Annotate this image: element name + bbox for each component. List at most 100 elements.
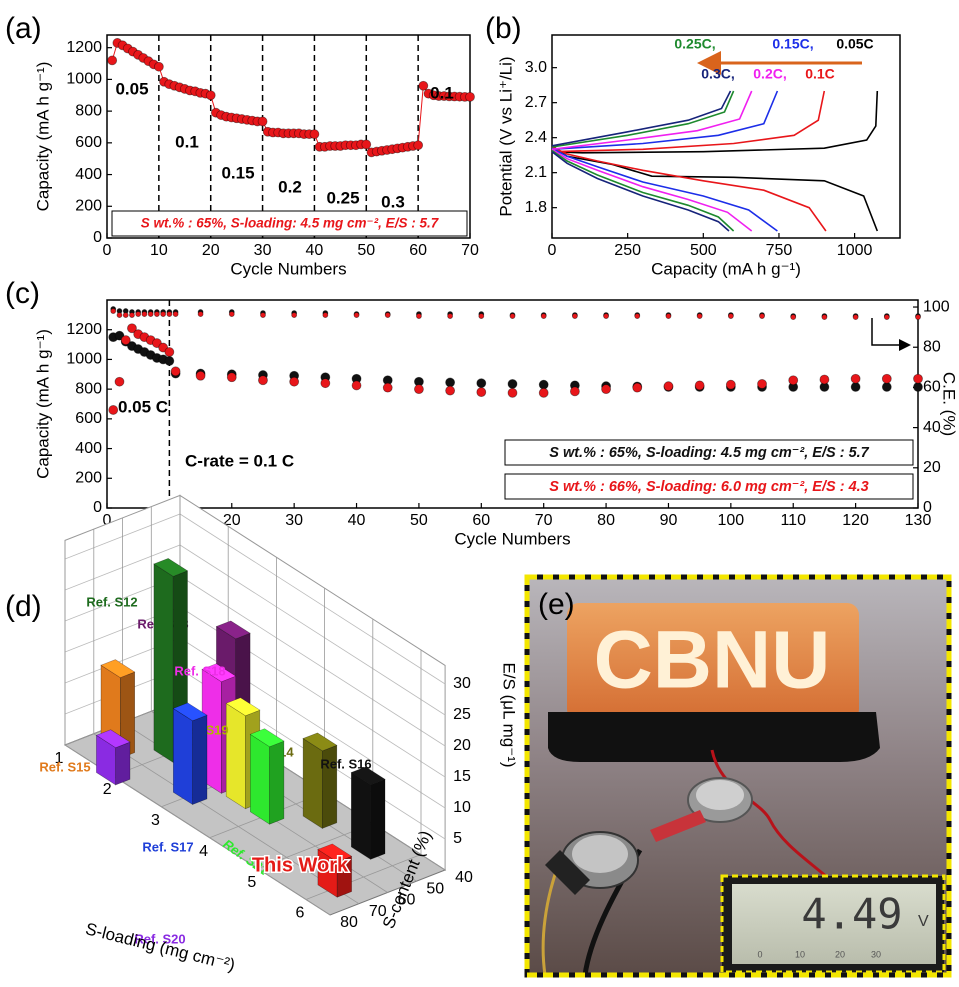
annotation: 0.05 C bbox=[118, 397, 168, 416]
series-line bbox=[551, 90, 735, 232]
point bbox=[205, 90, 216, 101]
plot-frame bbox=[106, 34, 471, 239]
x-tick-label: 50 bbox=[357, 242, 375, 259]
y2-tick-label: 20 bbox=[923, 459, 941, 476]
panel-label: (d) bbox=[5, 590, 42, 623]
bar-top bbox=[95, 729, 131, 749]
x-tick-label: 3 bbox=[151, 812, 160, 829]
info-text: S wt.% : 65%, S-loading: 4.5 mg cm⁻², E/… bbox=[141, 216, 440, 231]
sign-base bbox=[548, 712, 880, 762]
point bbox=[154, 311, 160, 317]
bar-label: Ref. S12 bbox=[86, 594, 137, 609]
bar-front bbox=[225, 702, 246, 810]
bar-front bbox=[350, 771, 371, 860]
y-axis-title: Capacity (mA h g⁻¹) bbox=[33, 62, 52, 212]
point bbox=[258, 375, 268, 386]
y-tick-label: 2.7 bbox=[525, 94, 547, 111]
point bbox=[538, 379, 549, 390]
clip bbox=[545, 850, 590, 895]
x-axis-title: Cycle Numbers bbox=[230, 259, 346, 278]
x-tick-label: 90 bbox=[660, 512, 678, 529]
annotation: C-rate = 0.1 C bbox=[185, 451, 294, 470]
bar-label: Ref. S17 bbox=[142, 839, 193, 854]
z-tick-label: 20 bbox=[453, 737, 471, 754]
point bbox=[465, 91, 475, 102]
x-axis-title: Cycle Numbers bbox=[454, 529, 570, 548]
y2-tick-label: 40 bbox=[923, 419, 941, 436]
bar-top bbox=[215, 620, 251, 640]
z-tick-label: 10 bbox=[453, 799, 471, 816]
bar-front bbox=[302, 737, 323, 829]
x-tick-label: 60 bbox=[472, 512, 490, 529]
y-tick-label: 80 bbox=[340, 914, 358, 931]
point bbox=[883, 314, 890, 320]
point bbox=[915, 314, 921, 320]
point bbox=[260, 312, 266, 318]
point bbox=[569, 386, 580, 397]
point bbox=[382, 382, 393, 393]
grid-line bbox=[93, 529, 360, 905]
point bbox=[120, 335, 131, 346]
point bbox=[821, 314, 828, 320]
series-line bbox=[551, 90, 827, 232]
bar-top bbox=[100, 659, 136, 678]
y-tick-label: 60 bbox=[398, 892, 416, 909]
y-tick-label: 50 bbox=[426, 880, 444, 897]
y-tick-label: 400 bbox=[75, 440, 102, 457]
y-tick-label: 600 bbox=[75, 410, 102, 427]
point bbox=[414, 384, 424, 395]
y-tick-label: 0 bbox=[93, 229, 102, 246]
x-axis-title: Capacity (mA h g⁻¹) bbox=[651, 259, 801, 278]
x-tick-label: 6 bbox=[296, 905, 305, 922]
annotation: 0.1 bbox=[175, 132, 199, 151]
z-axis-title: E/S (μL mg⁻¹) bbox=[500, 662, 519, 767]
point bbox=[320, 378, 331, 389]
y2-tick-label: 100 bbox=[923, 298, 950, 315]
bar-top bbox=[249, 728, 285, 748]
bar-side bbox=[192, 714, 208, 805]
bar-side bbox=[370, 778, 386, 860]
x-tick-label: 2 bbox=[103, 781, 112, 798]
photo-border bbox=[524, 574, 952, 978]
point bbox=[135, 311, 142, 317]
clip bbox=[650, 810, 706, 842]
y2-tick-label: 80 bbox=[923, 338, 941, 355]
point bbox=[418, 80, 429, 91]
point bbox=[509, 313, 516, 319]
point bbox=[850, 382, 861, 392]
series-label: 0.25C, bbox=[674, 36, 715, 52]
point bbox=[571, 313, 578, 319]
annotation: 0.1 bbox=[430, 83, 454, 102]
x-tick-label: 40 bbox=[306, 242, 324, 259]
info-box bbox=[111, 210, 468, 237]
point bbox=[158, 342, 169, 353]
series-label: 0.3C, bbox=[701, 66, 734, 82]
meter-scale: 10 bbox=[795, 949, 805, 959]
point bbox=[152, 338, 162, 348]
point bbox=[913, 373, 923, 384]
plot-frame bbox=[551, 34, 901, 239]
point bbox=[107, 55, 118, 66]
point bbox=[725, 379, 736, 390]
point bbox=[195, 370, 206, 381]
y-tick-label: 0 bbox=[93, 499, 102, 516]
y-tick-label: 1200 bbox=[66, 321, 102, 338]
series-line bbox=[551, 90, 732, 232]
annotation: 0.05 bbox=[115, 79, 148, 98]
meter-lcd bbox=[732, 884, 936, 964]
series-label: 0.15C, bbox=[772, 36, 813, 52]
point bbox=[540, 313, 547, 319]
y-tick-label: 1000 bbox=[66, 71, 102, 88]
point bbox=[353, 312, 360, 318]
point bbox=[881, 382, 892, 392]
meter-scale: 20 bbox=[835, 949, 845, 959]
x-tick-label: 20 bbox=[223, 512, 241, 529]
point bbox=[476, 387, 487, 398]
y2-tick-label: 0 bbox=[923, 499, 932, 516]
point bbox=[913, 382, 923, 392]
point bbox=[759, 313, 765, 319]
photo: CBNU 4.49 V 0 10 20 30 (e) bbox=[524, 574, 952, 978]
x-tick-label: 130 bbox=[905, 512, 932, 529]
y-tick-label: 1.8 bbox=[525, 199, 547, 216]
annotation: 0.2 bbox=[278, 177, 302, 196]
